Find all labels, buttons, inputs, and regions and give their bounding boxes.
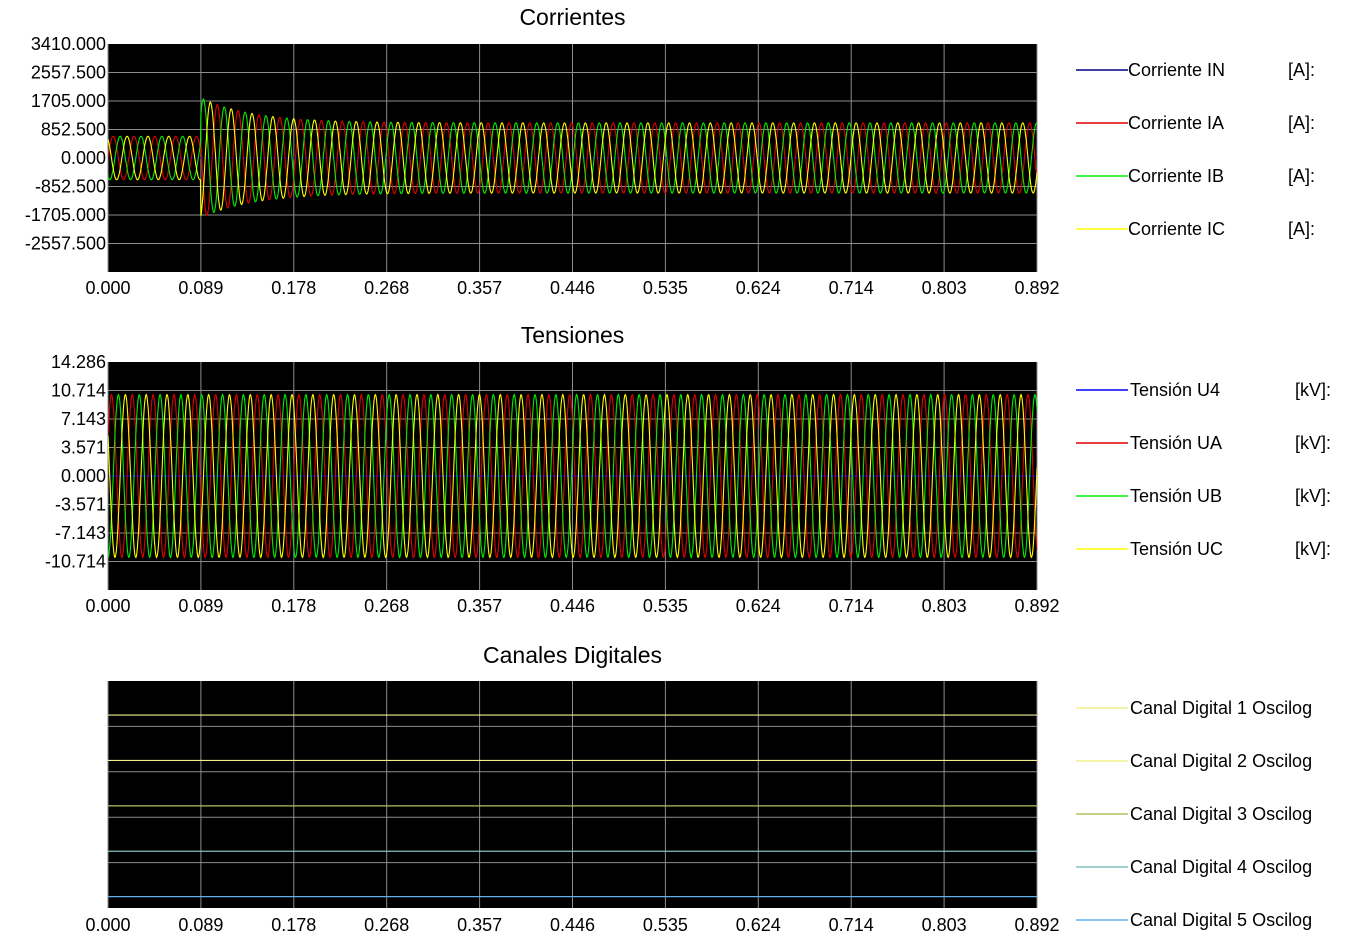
x-tick-label: 0.000	[85, 278, 130, 298]
legend-unit: [A]:	[1288, 60, 1315, 80]
x-tick-label: 0.178	[271, 915, 316, 935]
x-tick-label: 0.268	[364, 596, 409, 616]
x-tick-label: 0.892	[1014, 915, 1059, 935]
legend-label: Corriente IC	[1128, 219, 1225, 239]
legend-unit: [kV]:	[1295, 380, 1331, 400]
series-group	[108, 98, 1037, 216]
x-tick-label: 0.624	[736, 915, 781, 935]
y-tick-label: 3.571	[61, 438, 106, 458]
x-tick-label: 0.000	[85, 596, 130, 616]
x-tick-label: 0.446	[550, 278, 595, 298]
legend-label: Tensión UC	[1130, 539, 1223, 559]
y-tick-label: -7.143	[55, 523, 106, 543]
x-tick-label: 0.714	[829, 915, 874, 935]
x-tick-label: 0.803	[922, 278, 967, 298]
x-tick-label: 0.089	[178, 596, 223, 616]
x-tick-label: 0.268	[364, 278, 409, 298]
legend-label: Corriente IN	[1128, 60, 1225, 80]
x-tick-label: 0.357	[457, 278, 502, 298]
series-group	[108, 714, 1037, 898]
legend-label: Corriente IB	[1128, 166, 1224, 186]
y-tick-label: 1705.000	[31, 91, 106, 111]
y-tick-label: -1705.000	[25, 205, 106, 225]
y-tick-label: 0.000	[61, 466, 106, 486]
x-tick-label: 0.714	[829, 596, 874, 616]
x-tick-label: 0.357	[457, 915, 502, 935]
chart-title: Corrientes	[519, 4, 625, 30]
x-tick-label: 0.000	[85, 915, 130, 935]
legend-label: Canal Digital 1 Oscilog	[1130, 698, 1312, 718]
x-tick-label: 0.089	[178, 278, 223, 298]
x-tick-label: 0.624	[736, 278, 781, 298]
legend-label: Tensión UA	[1130, 433, 1222, 453]
y-tick-label: -852.500	[35, 177, 106, 197]
x-tick-label: 0.357	[457, 596, 502, 616]
y-tick-label: 7.143	[61, 409, 106, 429]
series-line-2	[108, 103, 1037, 216]
legend-unit: [A]:	[1288, 113, 1315, 133]
x-tick-label: 0.446	[550, 596, 595, 616]
x-tick-label: 0.268	[364, 915, 409, 935]
y-tick-label: -3.571	[55, 495, 106, 515]
chart-title: Canales Digitales	[483, 642, 662, 668]
y-tick-label: 0.000	[61, 148, 106, 168]
x-tick-label: 0.535	[643, 278, 688, 298]
x-tick-label: 0.892	[1014, 278, 1059, 298]
series-line-2	[108, 393, 1037, 559]
chart-panel-1: Corrientes 0.000 0.089 0.178 0.268 0.357 0.446…	[25, 4, 1315, 298]
legend-label: Tensión UB	[1130, 486, 1222, 506]
x-tick-label: 0.178	[271, 278, 316, 298]
legend-unit: [A]:	[1288, 219, 1315, 239]
series-line-3	[108, 98, 1037, 214]
y-tick-label: 852.500	[41, 120, 106, 140]
legend-label: Canal Digital 3 Oscilog	[1130, 804, 1312, 824]
chart-title: Tensiones	[521, 322, 625, 348]
legend-label: Canal Digital 2 Oscilog	[1130, 751, 1312, 771]
legend-unit: [A]:	[1288, 166, 1315, 186]
y-tick-label: -10.714	[45, 552, 106, 572]
x-tick-label: 0.624	[736, 596, 781, 616]
chart-panel-2: Tensiones 0.000 0.089 0.178 0.268 0.357 0.446 0…	[45, 322, 1331, 616]
series-group	[108, 393, 1037, 559]
x-tick-label: 0.178	[271, 596, 316, 616]
legend-unit: [kV]:	[1295, 539, 1331, 559]
y-tick-label: 3410.000	[31, 34, 106, 54]
legend-label: Corriente IA	[1128, 113, 1224, 133]
series-line-4	[108, 393, 1037, 559]
x-tick-label: 0.714	[829, 278, 874, 298]
legend-unit: [kV]:	[1295, 433, 1331, 453]
x-tick-label: 0.535	[643, 596, 688, 616]
y-tick-label: 14.286	[51, 352, 106, 372]
x-tick-label: 0.089	[178, 915, 223, 935]
y-tick-label: -2557.500	[25, 234, 106, 254]
y-tick-label: 2557.500	[31, 63, 106, 83]
legend-label: Canal Digital 4 Oscilog	[1130, 857, 1312, 877]
x-tick-label: 0.803	[922, 596, 967, 616]
legend-label: Tensión U4	[1130, 380, 1220, 400]
x-tick-label: 0.535	[643, 915, 688, 935]
legend-unit: [kV]:	[1295, 486, 1331, 506]
y-tick-label: 10.714	[51, 381, 106, 401]
x-tick-label: 0.446	[550, 915, 595, 935]
x-tick-label: 0.892	[1014, 596, 1059, 616]
legend-label: Canal Digital 5 Oscilog	[1130, 910, 1312, 930]
series-line-4	[108, 101, 1037, 216]
x-tick-label: 0.803	[922, 915, 967, 935]
chart-panel-3: Canales Digitales 0.000 0.089 0.178 0.268 0.3…	[85, 642, 1312, 935]
